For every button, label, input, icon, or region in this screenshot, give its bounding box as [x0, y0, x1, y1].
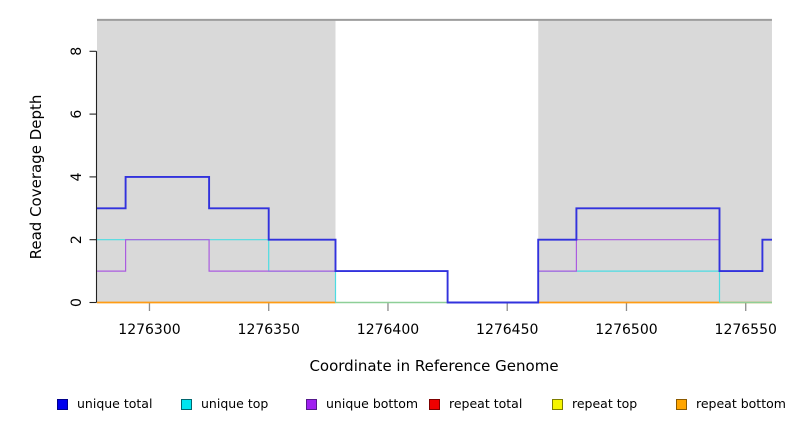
- y-tick-label: 8: [69, 47, 85, 56]
- shaded-region-1: [538, 20, 772, 303]
- y-axis-title: Read Coverage Depth: [27, 94, 45, 260]
- y-tick-label: 2: [69, 235, 85, 244]
- y-tick-label: 4: [69, 172, 85, 181]
- x-tick-label: 1276500: [595, 322, 657, 338]
- x-tick-label: 1276300: [118, 322, 180, 338]
- series-line-unique-bottom: [538, 239, 720, 272]
- x-tick-label: 1276400: [357, 322, 419, 338]
- x-tick-label: 1276550: [715, 322, 777, 338]
- x-tick-label: 1276450: [476, 322, 538, 338]
- x-tick-label: 1276350: [238, 322, 300, 338]
- series-line-unique-total: [97, 175, 772, 304]
- y-tick-label: 0: [69, 298, 85, 307]
- x-axis-title: Coordinate in Reference Genome: [309, 357, 559, 375]
- y-tick-label: 6: [69, 110, 85, 119]
- shaded-region-0: [97, 20, 336, 303]
- series-line-unique-bottom: [97, 239, 336, 272]
